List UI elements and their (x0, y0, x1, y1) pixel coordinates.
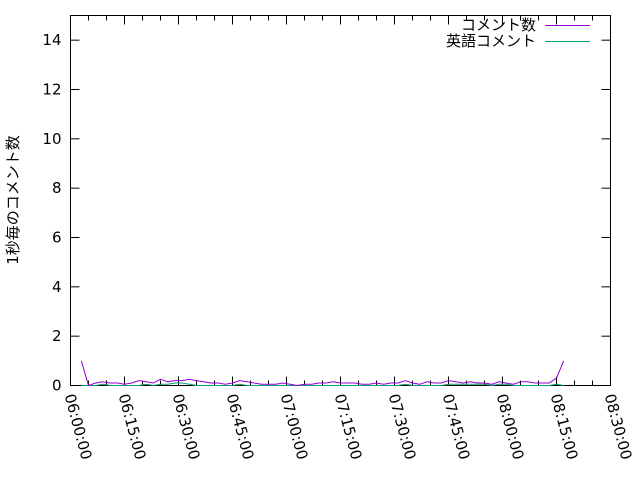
x-tick-label: 07:00:00 (277, 392, 312, 462)
series-line-1 (81, 382, 564, 387)
y-axis-label: 1秒毎のコメント数 (4, 135, 22, 265)
x-tick-label: 07:45:00 (439, 392, 474, 462)
x-tick-label: 06:30:00 (169, 392, 204, 462)
x-tick-label: 06:00:00 (61, 392, 96, 462)
x-tick-label: 07:30:00 (385, 392, 420, 462)
series-line-0 (80, 360, 565, 387)
legend-label-0: コメント数 (461, 16, 536, 34)
y-tick-label: 14 (42, 31, 61, 49)
legend: コメント数 英語コメント (446, 16, 590, 50)
x-tick-label: 08:00:00 (493, 392, 528, 462)
plot-border (70, 15, 611, 386)
y-tick-label: 6 (52, 229, 62, 247)
x-tick-label: 08:30:00 (601, 392, 636, 462)
y-tick-label: 10 (42, 130, 61, 148)
y-tick-label: 12 (42, 81, 61, 99)
x-tick-label: 08:15:00 (547, 392, 582, 462)
y-tick-label: 4 (52, 278, 62, 296)
y-tick-label: 2 (52, 327, 62, 345)
legend-label-1: 英語コメント (446, 32, 536, 50)
y-tick-label: 8 (52, 179, 62, 197)
x-tick-label: 06:15:00 (115, 392, 150, 462)
y-tick-label: 0 (52, 377, 62, 395)
x-tick-label: 06:45:00 (223, 392, 258, 462)
x-tick-label: 07:15:00 (331, 392, 366, 462)
